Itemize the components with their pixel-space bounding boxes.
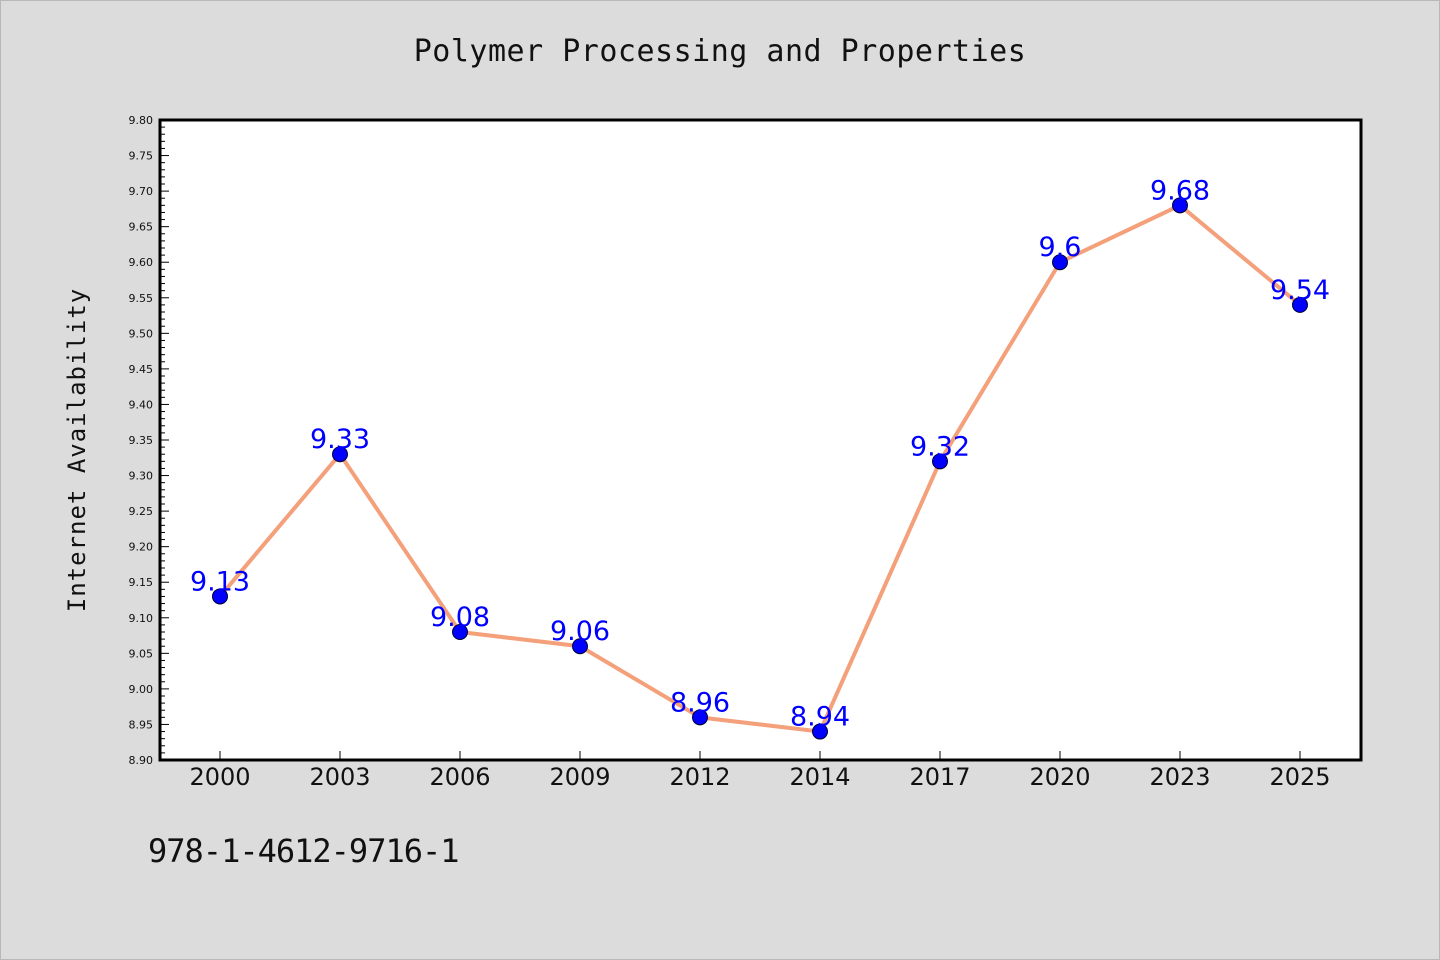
data-label: 8.96 <box>670 687 730 718</box>
data-label: 9.32 <box>910 431 970 462</box>
isbn-text: 978-1-4612-9716-1 <box>148 832 460 870</box>
y-tick-label: 9.40 <box>129 398 154 411</box>
series-line <box>218 203 1302 734</box>
y-tick-label: 9.20 <box>129 541 154 554</box>
data-label: 9.13 <box>190 566 250 597</box>
y-axis-label: Internet Availability <box>63 288 91 612</box>
x-tick-label: 2006 <box>429 763 490 791</box>
y-tick-label: 9.10 <box>129 612 154 625</box>
data-label: 9.68 <box>1150 175 1210 206</box>
x-tick-label: 2000 <box>189 763 250 791</box>
y-tick-label: 9.05 <box>129 647 154 660</box>
series-group: 9.13 9.33 9.08 9.06 8.96 8.94 9.32 9.6 9.68 9.54 <box>190 175 1330 740</box>
data-label: 9.06 <box>550 616 610 647</box>
y-tick-label: 9.60 <box>129 256 154 269</box>
y-tick-label: 8.95 <box>129 718 154 731</box>
x-tick-label: 2003 <box>309 763 370 791</box>
data-point <box>212 588 228 605</box>
data-point <box>452 624 468 640</box>
y-tick-label: 9.45 <box>129 363 154 376</box>
y-tick-label: 9.75 <box>129 150 154 163</box>
y-tick-label: 9.80 <box>129 114 154 127</box>
data-point <box>812 723 828 740</box>
plot-area <box>158 118 1363 762</box>
data-point <box>332 446 348 463</box>
chart-title: Polymer Processing and Properties <box>413 34 1027 69</box>
data-point <box>572 638 588 655</box>
data-label: 8.94 <box>790 702 850 733</box>
data-point <box>1052 254 1068 271</box>
x-tick-label: 2023 <box>1149 763 1210 791</box>
data-label: 9.54 <box>1270 275 1330 306</box>
x-tick-label: 2012 <box>669 763 730 791</box>
y-tick-label: 9.35 <box>129 434 154 447</box>
data-point <box>1172 197 1188 214</box>
x-tick-label: 2025 <box>1269 763 1330 791</box>
y-tick-label: 9.55 <box>129 292 154 305</box>
y-tick-label: 9.30 <box>129 470 154 483</box>
x-tick-label: 2020 <box>1029 763 1090 791</box>
y-axis: 8.90 8.95 9.00 9.05 9.10 9.15 9.20 9.25 9.30 9.35… <box>129 114 169 767</box>
x-axis: 2000 2003 2006 2009 2012 2014 2017 2020 2023 2025 <box>189 751 1331 791</box>
data-point <box>932 453 948 470</box>
y-tick-label: 9.15 <box>129 576 154 589</box>
x-tick-label: 2009 <box>549 763 610 791</box>
x-tick-label: 2017 <box>909 763 970 791</box>
data-label: 9.6 <box>1039 232 1082 263</box>
y-tick-label: 9.65 <box>129 221 154 234</box>
data-label: 9.33 <box>310 424 370 455</box>
y-tick-label: 9.50 <box>129 327 154 340</box>
x-tick-label: 2014 <box>789 763 850 791</box>
data-label: 9.08 <box>430 602 490 633</box>
data-point <box>1292 296 1308 313</box>
y-tick-label: 9.70 <box>129 185 154 198</box>
data-point <box>692 709 708 726</box>
y-tick-label: 9.00 <box>129 683 154 696</box>
y-tick-label: 8.90 <box>129 754 154 767</box>
y-tick-label: 9.25 <box>129 505 154 518</box>
